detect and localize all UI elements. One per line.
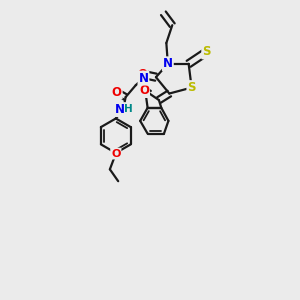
Text: O: O	[139, 84, 149, 97]
Text: O: O	[137, 68, 147, 81]
Text: O: O	[112, 85, 122, 98]
Text: N: N	[115, 103, 125, 116]
Text: O: O	[111, 148, 121, 159]
Text: S: S	[188, 81, 196, 94]
Text: N: N	[139, 72, 148, 85]
Text: S: S	[202, 45, 211, 58]
Text: N: N	[163, 57, 173, 70]
Text: H: H	[124, 104, 133, 114]
